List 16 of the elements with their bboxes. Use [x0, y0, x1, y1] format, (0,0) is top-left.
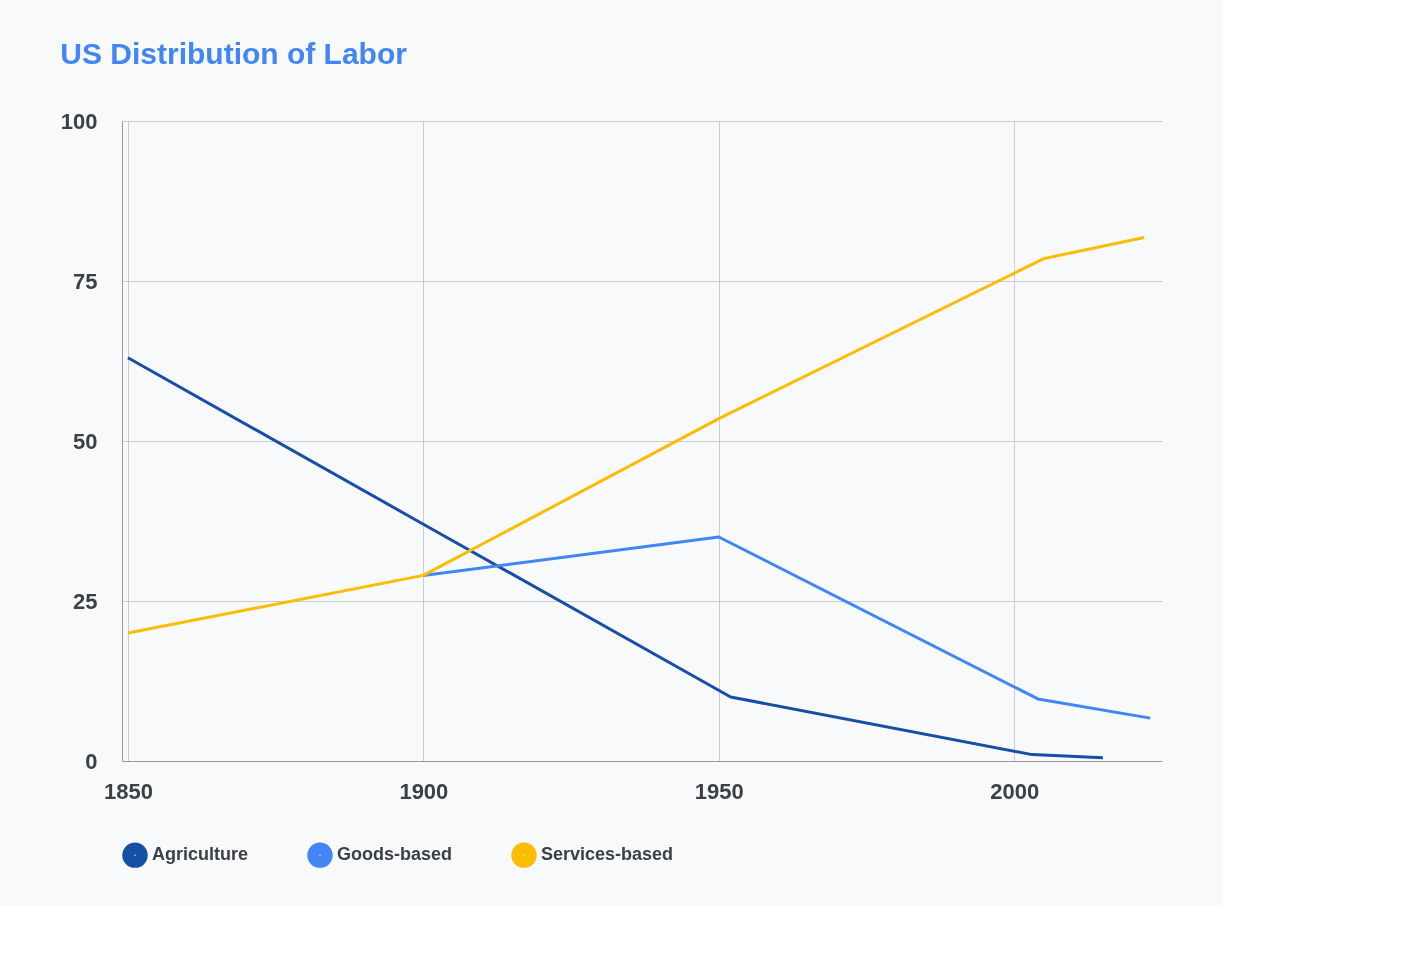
legend-label: Goods-based: [337, 844, 453, 865]
x-tick-label: 1850: [103, 778, 153, 804]
line-series: [126, 235, 1146, 635]
line-series: [421, 535, 1152, 720]
line-series: [126, 356, 1105, 760]
x-tick-label: 2000: [990, 778, 1040, 804]
legend-label: Agriculture: [152, 844, 249, 865]
x-tick-label: 1900: [399, 778, 449, 804]
y-tick-label: 50: [73, 428, 98, 454]
y-tick-label: 100: [60, 108, 98, 134]
y-tick-label: 75: [73, 268, 98, 294]
legend-label: Services-based: [541, 844, 674, 865]
y-tick-label: 25: [73, 588, 98, 614]
y-tick-label: 0: [85, 748, 98, 774]
chart-title: US Distribution of Labor: [60, 37, 408, 70]
x-tick-label: 1950: [694, 778, 744, 804]
